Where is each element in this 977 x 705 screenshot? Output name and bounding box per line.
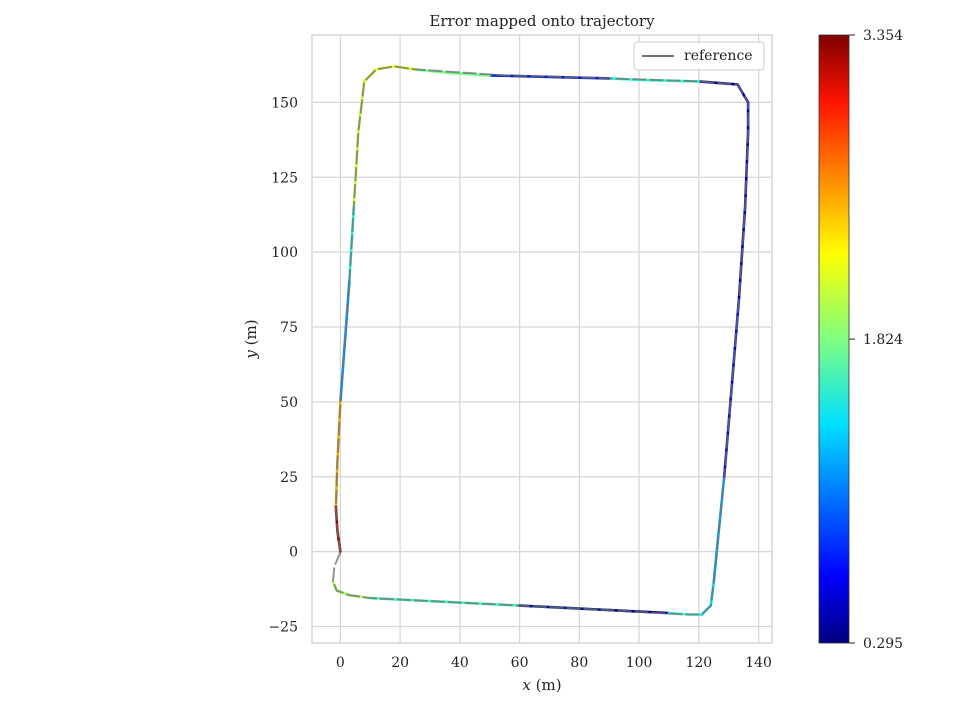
trajectory-lines [331,65,750,616]
y-axis-label: y (m) [242,319,260,359]
y-tick-label: 100 [271,245,298,261]
error-segment [352,80,366,209]
x-tick-label: 80 [570,655,588,671]
y-tick-labels: −25 0 25 50 75 100 125 150 [268,95,298,635]
x-tick-label: 40 [451,655,469,671]
x-tick-label: 100 [626,655,653,671]
colorbar [818,34,850,644]
colorbar-tick-label: 0.295 [863,636,903,652]
legend-box [633,41,765,71]
y-tick-label: 150 [271,95,298,111]
colorbar-tick-label: 3.354 [863,28,903,44]
x-tick-label: 120 [685,655,712,671]
colorbar-tick-label: 1.824 [863,332,903,348]
x-tick-label: 20 [391,655,409,671]
colorbar-ticks: 3.354 1.824 0.295 [849,28,903,652]
y-tick-label: 75 [280,320,298,336]
y-tick-label: 0 [289,545,298,561]
grid-lines [312,35,772,643]
y-tick-label: 25 [280,470,298,486]
x-tick-label: 0 [336,655,345,671]
x-tick-label: 140 [745,655,772,671]
x-axis-label: x (m) [522,676,561,694]
y-tick-label: 125 [271,170,298,186]
plot-area [311,34,773,644]
chart-title: Error mapped onto trajectory [429,12,655,30]
x-tick-label: 60 [511,655,529,671]
series-line-reference [331,65,750,616]
x-tick-labels: 0 20 40 60 80 100 120 140 [336,655,772,671]
legend: reference [633,41,765,71]
legend-label-reference: reference [684,48,753,64]
y-tick-label: −25 [268,620,298,636]
y-tick-label: 50 [280,395,298,411]
